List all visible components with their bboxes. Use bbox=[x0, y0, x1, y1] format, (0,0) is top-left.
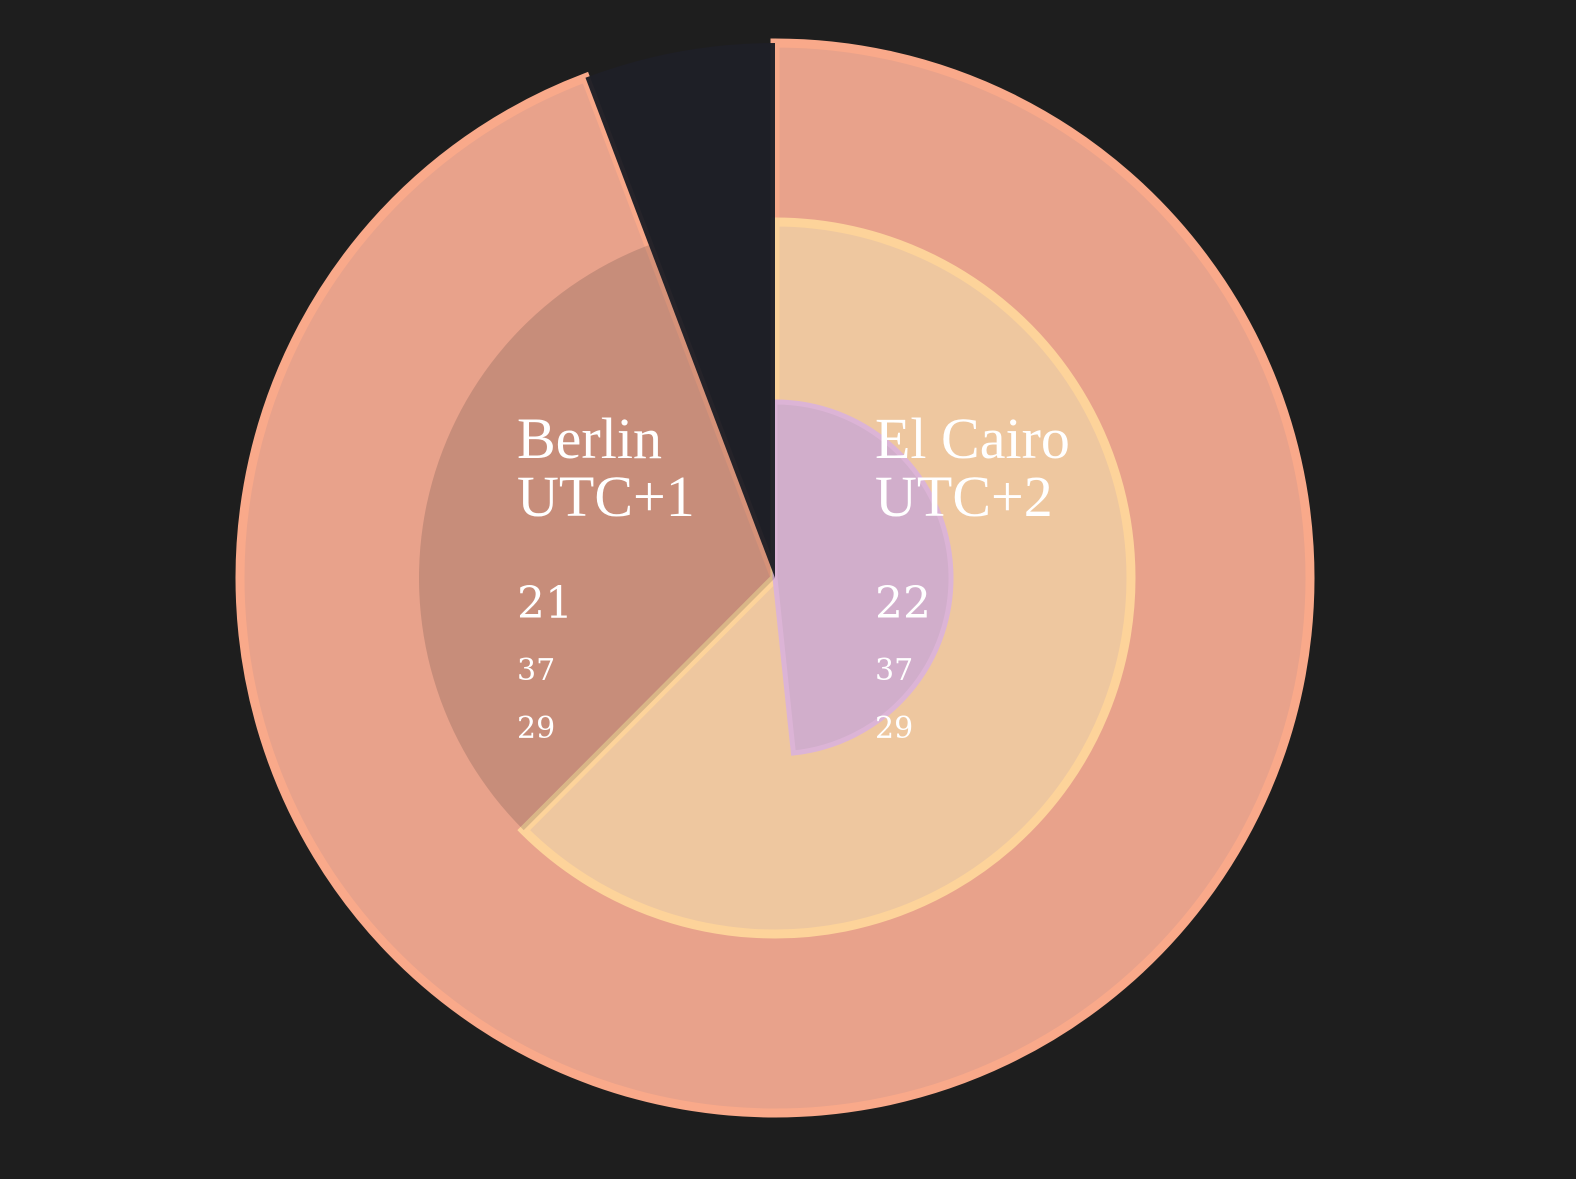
clock-el-cairo: El Cairo UTC+2 22 37 29 bbox=[875, 410, 1070, 744]
hours-value: 21 bbox=[517, 578, 573, 629]
wedge-overlay bbox=[418, 245, 775, 831]
city-timezone: UTC+1 bbox=[517, 464, 695, 529]
minutes-value: 37 bbox=[517, 653, 556, 688]
hours-value: 22 bbox=[875, 578, 931, 629]
city-name: Berlin bbox=[517, 406, 662, 471]
city-name: El Cairo bbox=[875, 406, 1070, 471]
seconds-value: 29 bbox=[517, 711, 556, 746]
seconds-value: 29 bbox=[875, 711, 914, 746]
night-wedge bbox=[585, 43, 775, 578]
clock-berlin: Berlin UTC+1 21 37 29 bbox=[517, 410, 695, 744]
seconds-disc bbox=[772, 399, 954, 756]
city-timezone: UTC+2 bbox=[875, 464, 1053, 529]
minutes-value: 37 bbox=[875, 653, 914, 688]
